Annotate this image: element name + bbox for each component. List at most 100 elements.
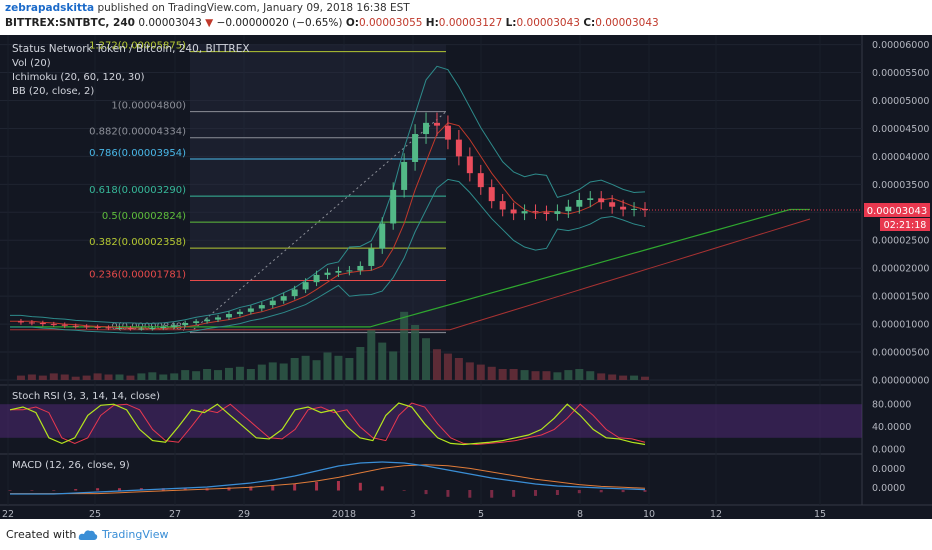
price-tick-label: 0.00005500	[872, 68, 929, 79]
tradingview-brand[interactable]: TradingView	[102, 528, 169, 541]
volume-bar	[268, 362, 277, 380]
low-value: 0.00003043	[516, 17, 580, 29]
volume-bar	[356, 347, 365, 380]
volume-bars	[16, 311, 649, 380]
macd-signal-line	[10, 464, 646, 495]
candle-body	[357, 265, 364, 271]
time-tick-label: 8	[577, 509, 583, 519]
chart-svg[interactable]: 1.272(0.00005875) 1(0.00004800) 0.882(0.00…	[0, 35, 932, 519]
volume-bar	[104, 374, 113, 380]
volume-bar	[126, 375, 135, 380]
time-tick-label: 10	[643, 509, 655, 519]
volume-bar	[443, 353, 452, 380]
time-tick-label: 3	[410, 509, 416, 519]
volume-bar	[203, 369, 212, 380]
volume-bar	[148, 372, 157, 380]
fib-trend-line	[189, 111, 447, 333]
macd-histogram-bar	[402, 490, 406, 491]
volume-bar	[586, 371, 595, 380]
price-tick-label: 0.00004500	[872, 124, 929, 135]
bb-legend[interactable]: BB (20, close, 2)	[12, 86, 94, 97]
fib-level-label: 1.272(0.00005875)	[89, 41, 186, 52]
stoch-rsi-pane[interactable]	[0, 402, 862, 446]
volume-bar	[641, 376, 649, 380]
stoch-tick-label: 80.0000	[872, 400, 911, 411]
volume-bar	[170, 373, 179, 380]
time-tick-label: 12	[710, 509, 722, 519]
candle-body	[291, 289, 298, 297]
fib-level-label: 0.236(0.00001781)	[89, 269, 186, 280]
candle-body	[269, 300, 276, 306]
candle-body	[204, 319, 211, 322]
candle-body	[215, 317, 222, 320]
macd-histogram-bar	[555, 490, 559, 495]
close-label: C:	[583, 17, 596, 29]
chart-area[interactable]: 1.272(0.00005875) 1(0.00004800) 0.882(0.00…	[0, 35, 932, 519]
volume-bar	[71, 376, 80, 380]
volume-bar	[49, 373, 58, 380]
fib-shade	[190, 44, 446, 333]
volume-bar	[608, 374, 617, 380]
volume-bar	[597, 373, 606, 380]
open-value: 0.00003055	[358, 17, 423, 29]
time-tick-label: 25	[89, 509, 101, 519]
volume-bar	[630, 375, 639, 380]
macd-histogram-bar	[183, 488, 187, 491]
volume-bar	[214, 370, 223, 380]
macd-histogram-bar	[643, 490, 647, 492]
candle-body	[455, 139, 462, 157]
candle-body	[346, 270, 353, 272]
candle-body	[127, 328, 134, 330]
volume-bar	[378, 342, 387, 380]
macd-histogram-bar	[380, 486, 384, 491]
candle-body	[39, 322, 46, 325]
macd-pane[interactable]	[8, 461, 647, 498]
macd-legend[interactable]: MACD (12, 26, close, 9)	[12, 460, 130, 471]
volume-bar	[16, 375, 25, 380]
stoch-rsi-legend[interactable]: Stoch RSI (3, 3, 14, 14, close)	[12, 391, 160, 402]
candle-body	[521, 211, 528, 214]
candle-body	[225, 314, 232, 318]
time-tick-label: 5	[478, 509, 484, 519]
low-label: L:	[505, 17, 517, 29]
time-tick-label: 29	[238, 509, 250, 519]
candle-body	[379, 223, 386, 249]
candle-body	[390, 189, 397, 224]
symbol-label: BITTREX:SNTBTC, 240	[5, 17, 135, 29]
fib-level-label: 1(0.00004800)	[111, 101, 186, 112]
macd-histogram-bar	[577, 490, 581, 494]
volume-bar	[400, 311, 409, 380]
volume-bar	[575, 369, 584, 380]
bb-lower	[10, 178, 646, 335]
candle-body	[171, 325, 178, 327]
candle-body	[466, 156, 473, 174]
candle-body	[444, 125, 451, 140]
author-name[interactable]: zebrapadskitta	[5, 2, 95, 14]
candle-body	[302, 282, 309, 290]
price-tick-label: 0.00003500	[872, 180, 929, 191]
macd-histogram-bar	[117, 488, 121, 491]
volume-bar	[619, 375, 628, 380]
volume-bar	[389, 351, 398, 380]
time-tick-label: 27	[169, 509, 181, 519]
last-price-tag-text: 0.00003043	[867, 206, 927, 217]
volume-bar	[115, 374, 124, 380]
macd-histogram-bar	[512, 490, 516, 497]
volume-bar	[411, 325, 420, 380]
volume-bar	[93, 373, 102, 380]
volume-bar	[38, 375, 47, 380]
fib-level-label: 0.786(0.00003954)	[89, 148, 186, 159]
fib-level-label: 0.882(0.00004334)	[89, 127, 186, 138]
macd-histogram-bar	[358, 482, 362, 491]
fib-level-label: 0.5(0.00002824)	[102, 211, 186, 222]
candle-body	[335, 270, 342, 273]
ichimoku-legend[interactable]: Ichimoku (20, 60, 120, 30)	[12, 72, 145, 83]
macd-histogram-bar	[8, 490, 12, 491]
macd-histogram-bar	[446, 490, 450, 497]
volume-bar	[476, 364, 485, 380]
volume-bar	[542, 371, 551, 380]
candle-body	[236, 311, 243, 315]
fib-retracement[interactable]: 1.272(0.00005875) 1(0.00004800) 0.882(0.00…	[89, 41, 447, 334]
candle-body	[565, 206, 572, 212]
vol-legend[interactable]: Vol (20)	[12, 58, 51, 69]
